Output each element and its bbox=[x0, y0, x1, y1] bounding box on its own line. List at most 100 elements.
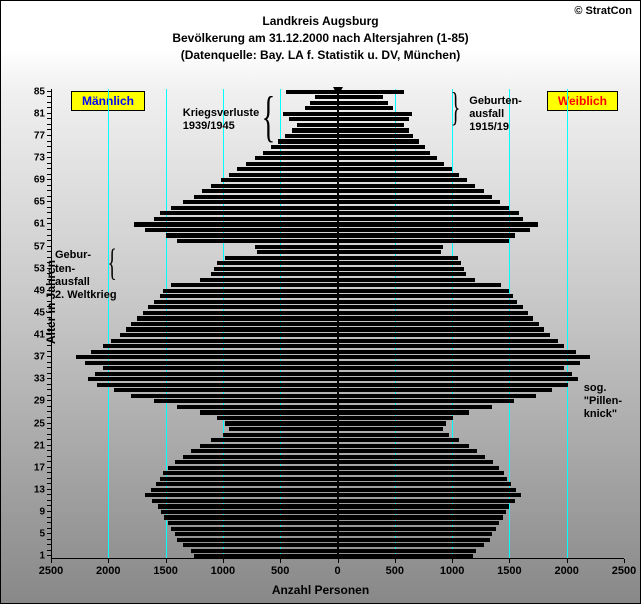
bar-female bbox=[338, 250, 441, 254]
y-tick-mark bbox=[47, 340, 51, 341]
y-tick-mark bbox=[47, 472, 51, 473]
bar-female bbox=[338, 151, 431, 155]
y-tick-mark bbox=[47, 362, 51, 363]
bar-female bbox=[338, 372, 573, 376]
bar-female bbox=[338, 145, 425, 149]
y-tick-mark bbox=[47, 439, 51, 440]
y-tick-label: 85 bbox=[34, 86, 45, 97]
bar-male bbox=[183, 200, 338, 204]
bar-female bbox=[338, 305, 524, 309]
bar-male bbox=[221, 178, 338, 182]
bar-male bbox=[286, 90, 338, 94]
y-tick-mark bbox=[47, 511, 51, 512]
x-tick-mark bbox=[338, 559, 339, 563]
bar-female bbox=[338, 327, 544, 331]
y-tick-mark bbox=[47, 406, 51, 407]
bar-female bbox=[338, 245, 443, 249]
y-tick-label: 81 bbox=[34, 108, 45, 119]
bar-female bbox=[338, 350, 576, 354]
x-axis-label: Anzahl Personen bbox=[1, 583, 640, 597]
y-tick-mark bbox=[47, 107, 51, 108]
bar-female bbox=[338, 123, 404, 127]
y-tick-mark bbox=[47, 212, 51, 213]
bar-female bbox=[338, 499, 516, 503]
bar-female bbox=[338, 504, 510, 508]
y-tick-mark bbox=[47, 456, 51, 457]
bar-male bbox=[183, 543, 338, 547]
y-tick-mark bbox=[47, 235, 51, 236]
bar-female bbox=[338, 167, 453, 171]
y-tick-mark bbox=[47, 168, 51, 169]
y-tick-mark bbox=[47, 494, 51, 495]
bar-female bbox=[338, 90, 404, 94]
x-tick-mark bbox=[166, 559, 167, 563]
bar-female bbox=[338, 366, 565, 370]
y-tick-label: 57 bbox=[34, 241, 45, 252]
x-tick-mark bbox=[51, 559, 52, 563]
bar-male bbox=[225, 256, 337, 260]
y-tick-mark bbox=[47, 268, 51, 269]
bar-male bbox=[171, 206, 337, 210]
x-tick-mark bbox=[280, 559, 281, 563]
bar-male bbox=[76, 355, 337, 359]
y-tick-mark bbox=[47, 251, 51, 252]
bar-female bbox=[338, 449, 478, 453]
y-tick-mark bbox=[47, 146, 51, 147]
y-tick-mark bbox=[47, 273, 51, 274]
y-tick-mark bbox=[47, 295, 51, 296]
y-tick-mark bbox=[47, 185, 51, 186]
bar-female bbox=[338, 488, 517, 492]
bar-female bbox=[338, 211, 519, 215]
bar-female bbox=[338, 117, 409, 121]
bar-female bbox=[338, 112, 412, 116]
y-tick-mark bbox=[47, 528, 51, 529]
x-tick-label: 2500 bbox=[39, 565, 63, 577]
bar-female bbox=[338, 267, 464, 271]
y-tick-mark bbox=[47, 467, 51, 468]
y-tick-mark bbox=[47, 489, 51, 490]
y-tick-mark bbox=[47, 445, 51, 446]
bar-male bbox=[200, 278, 338, 282]
y-tick-mark bbox=[47, 141, 51, 142]
y-tick-label: 61 bbox=[34, 219, 45, 230]
y-tick-label: 17 bbox=[34, 462, 45, 473]
y-tick-mark bbox=[47, 384, 51, 385]
bar-female bbox=[338, 289, 510, 293]
x-tick-mark bbox=[108, 559, 109, 563]
bar-male bbox=[191, 449, 338, 453]
bar-female bbox=[338, 538, 490, 542]
bar-female bbox=[338, 444, 470, 448]
bar-male bbox=[229, 173, 338, 177]
bar-male bbox=[229, 427, 338, 431]
bar-male bbox=[145, 493, 338, 497]
bar-male bbox=[166, 233, 338, 237]
bar-male bbox=[310, 101, 338, 105]
x-tick-label: 1500 bbox=[153, 565, 177, 577]
bar-male bbox=[237, 167, 338, 171]
plot-area: Männlich Weiblich 2500200015001000500050… bbox=[51, 89, 624, 559]
y-tick-mark bbox=[47, 378, 51, 379]
y-tick-mark bbox=[47, 400, 51, 401]
bar-male bbox=[211, 184, 337, 188]
x-tick-label: 0 bbox=[334, 565, 340, 577]
y-tick-mark bbox=[47, 329, 51, 330]
bar-female bbox=[338, 438, 459, 442]
bar-female bbox=[338, 256, 458, 260]
bar-male bbox=[134, 222, 338, 226]
bar-male bbox=[289, 117, 337, 121]
y-tick-mark bbox=[47, 157, 51, 158]
x-tick-label: 1000 bbox=[440, 565, 464, 577]
bar-female bbox=[338, 361, 581, 365]
bar-female bbox=[338, 156, 438, 160]
x-tick-mark bbox=[624, 559, 625, 563]
y-tick-mark bbox=[47, 389, 51, 390]
y-tick-mark bbox=[47, 483, 51, 484]
bar-female bbox=[338, 228, 531, 232]
y-tick-mark bbox=[47, 223, 51, 224]
y-tick-mark bbox=[47, 129, 51, 130]
x-tick-mark bbox=[395, 559, 396, 563]
bar-male bbox=[160, 477, 338, 481]
bar-male bbox=[297, 123, 337, 127]
y-tick-mark bbox=[47, 201, 51, 202]
bar-male bbox=[131, 322, 337, 326]
